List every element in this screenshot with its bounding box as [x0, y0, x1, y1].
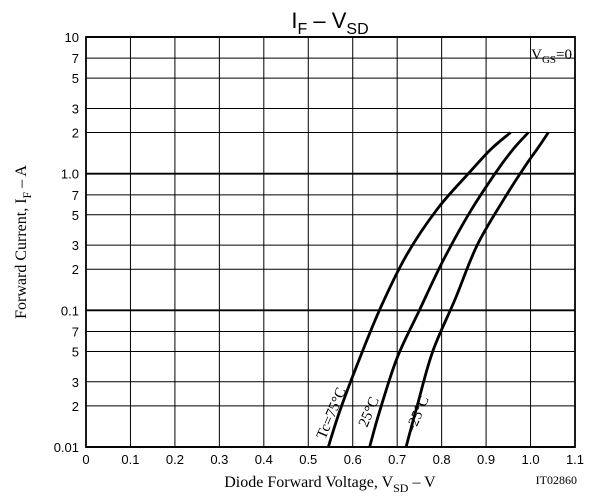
series-line-0 [326, 131, 512, 448]
y-tick-label: 2 [72, 399, 79, 414]
y-tick-label: 0.1 [61, 303, 79, 318]
x-axis-label: Diode Forward Voltage, VSD – V [224, 474, 436, 495]
x-tick-label: 1.0 [522, 452, 540, 467]
x-tick-label: 0.2 [166, 452, 184, 467]
series-line-2 [404, 131, 550, 448]
x-tick-label: 0 [82, 452, 89, 467]
x-tick-label: 0.8 [433, 452, 451, 467]
x-tick-label: 0.3 [210, 452, 228, 467]
x-tick-label: 0.4 [255, 452, 273, 467]
y-tick-label: 10 [65, 30, 79, 45]
y-tick-label: 2 [72, 262, 79, 277]
y-tick-label: 5 [72, 344, 79, 359]
y-tick-label: 7 [72, 325, 79, 340]
condition-label: VGS=0 [531, 47, 572, 66]
x-tick-label: 0.6 [344, 452, 362, 467]
y-tick-label: 2 [72, 126, 79, 141]
curves [326, 131, 550, 448]
x-tick-label: 0.5 [299, 452, 317, 467]
tick-labels: 0 0.1 0.2 0.3 0.4 0.5 0.6 0.7 0.8 0.9 1.0 1.1 0.01 2 3… [54, 30, 584, 467]
series-label-75c: Tc=75°C [314, 385, 350, 441]
figure-code: IT02860 [536, 473, 577, 487]
chart-title: IF – VSD [291, 8, 368, 38]
y-tick-label: 3 [72, 375, 79, 390]
y-tick-label: 3 [72, 101, 79, 116]
series-line-1 [368, 131, 530, 448]
x-tick-label: 0.9 [477, 452, 495, 467]
plot-frame [85, 36, 576, 448]
y-tick-label: 0.01 [54, 440, 79, 455]
y-tick-label: 3 [72, 238, 79, 253]
y-axis-label: Forward Current, IF – A [13, 165, 34, 319]
x-tick-label: 1.1 [566, 452, 584, 467]
series-label-minus25c: –25°C [403, 394, 433, 437]
y-tick-label: 1.0 [61, 167, 79, 182]
x-tick-label: 0.1 [121, 452, 139, 467]
x-tick-label: 0.7 [388, 452, 406, 467]
y-tick-label: 5 [72, 208, 79, 223]
y-tick-label: 7 [72, 188, 79, 203]
y-tick-label: 5 [72, 71, 79, 86]
y-tick-label: 7 [72, 51, 79, 66]
grid [85, 36, 576, 448]
